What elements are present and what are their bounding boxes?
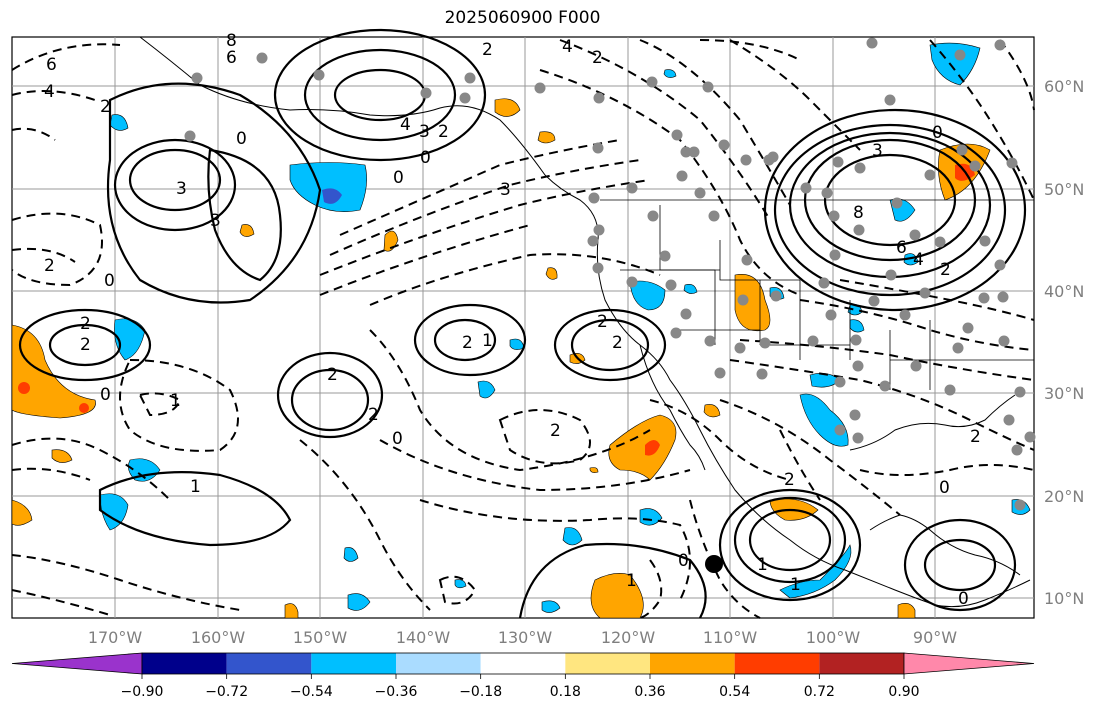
contour-label: 0 (392, 429, 403, 449)
contour-label: 0 (958, 589, 969, 609)
latitude-labels: 60°N 50°N 40°N 30°N 20°N 10°N (1044, 77, 1084, 608)
colorbar-tick-label: −0.36 (375, 684, 418, 700)
contour-label: 0 (932, 123, 943, 143)
contour-label: 4 (44, 82, 55, 102)
colorbar-tick-label: 0.54 (719, 684, 750, 700)
contour-label: 3 (419, 122, 430, 142)
contour-label: 2 (80, 314, 91, 334)
colorbar-extension-high (903, 652, 1035, 675)
contour-label: 2 (80, 335, 91, 355)
lat-label: 20°N (1044, 487, 1084, 506)
colorbar-tick-label: 0.36 (634, 684, 665, 700)
lat-label: 40°N (1044, 282, 1084, 301)
contour-label: 4 (400, 115, 411, 135)
colorbar: −0.90 −0.72 −0.54 −0.36 −0.18 0.18 0.36 0.54 0.7… (11, 652, 1035, 700)
contour-label: 4 (913, 250, 924, 270)
contours-negative (11, 39, 1035, 619)
lon-label: 90°W (913, 628, 957, 647)
colorbar-extension-low (11, 652, 143, 675)
station-markers (184, 37, 1036, 511)
lon-label: 150°W (293, 628, 348, 647)
contour-label: 0 (393, 168, 404, 188)
contours-positive (18, 28, 1027, 619)
lat-label: 10°N (1044, 589, 1084, 608)
contour-label: 2 (482, 40, 493, 60)
contour-label: 2 (100, 97, 111, 117)
colorbar-swatch (650, 653, 735, 674)
contour-label: 0 (236, 129, 247, 149)
colorbar-tick-label: −0.72 (205, 684, 248, 700)
contour-label: 1 (790, 575, 801, 595)
contour-label: 2 (612, 333, 623, 353)
colorbar-swatch (396, 653, 481, 674)
contour-label: 2 (597, 312, 608, 332)
map-frame (11, 36, 1035, 619)
contour-label: 2 (940, 260, 951, 280)
colorbar-swatch (311, 653, 396, 674)
political-borders (600, 199, 1034, 390)
contour-label: 0 (100, 385, 111, 405)
contour-label: 2 (327, 365, 338, 385)
lon-label: 130°W (498, 628, 553, 647)
colorbar-tick-label: 0.90 (888, 684, 919, 700)
lat-label: 50°N (1044, 180, 1084, 199)
contour-label: 0 (678, 551, 689, 571)
contour-label: 2 (970, 427, 981, 447)
colorbar-tick-label: 0.18 (550, 684, 581, 700)
contour-label: 1 (190, 477, 201, 497)
colorbar-tick-label: 0.72 (804, 684, 835, 700)
contour-label: 1 (482, 331, 493, 351)
lat-label: 30°N (1044, 384, 1084, 403)
contour-label: 2 (592, 48, 603, 68)
colorbar-tick-label: −0.18 (459, 684, 502, 700)
contour-label: 0 (420, 148, 431, 168)
contour-label: 6 (46, 55, 57, 75)
graticule (12, 37, 1034, 618)
contour-label: 1 (170, 391, 181, 411)
lon-label: 170°W (88, 628, 143, 647)
colorbar-swatch (226, 653, 312, 674)
contour-label: 2 (550, 421, 561, 441)
contour-label: 6 (226, 48, 237, 68)
colorbar-swatch (480, 653, 566, 674)
colorbar-swatch (819, 653, 904, 674)
contour-labels: 6 4 8 6 2 4 2 3 2 0 4 3 2 0 3 3 0 8 6 4 … (44, 31, 981, 609)
contour-label: 8 (853, 203, 864, 223)
contour-label: 2 (438, 122, 449, 142)
reference-marker (705, 555, 723, 573)
colorbar-swatch (565, 653, 650, 674)
lon-label: 160°W (191, 628, 246, 647)
contour-label: 6 (896, 238, 907, 258)
colorbar-swatch (734, 653, 820, 674)
lon-label: 120°W (601, 628, 656, 647)
contour-label: 3 (210, 211, 221, 231)
contour-label: 2 (368, 405, 379, 425)
coastlines (139, 36, 1031, 608)
contour-label: 1 (757, 555, 768, 575)
lon-label: 140°W (396, 628, 451, 647)
shading-strong-negative (322, 188, 342, 204)
longitude-labels: 170°W 160°W 150°W 140°W 130°W 120°W 110°… (88, 628, 957, 647)
contour-label: 4 (562, 37, 573, 57)
lon-label: 100°W (806, 628, 861, 647)
shading-negative (99, 42, 1031, 613)
contour-label: 8 (226, 31, 237, 51)
contour-label: 2 (784, 470, 795, 490)
contour-label: 0 (939, 478, 950, 498)
lon-label: 110°W (703, 628, 758, 647)
contour-label: 1 (626, 571, 637, 591)
contour-label: 2 (44, 256, 55, 276)
contour-label: 0 (104, 271, 115, 291)
contour-label: 2 (462, 333, 473, 353)
colorbar-swatch (142, 653, 227, 674)
contour-label: 3 (872, 141, 883, 161)
lat-label: 60°N (1044, 77, 1084, 96)
contour-label: 3 (500, 180, 511, 200)
colorbar-tick-label: −0.54 (290, 684, 333, 700)
colorbar-tick-label: −0.90 (121, 684, 164, 700)
contour-label: 3 (176, 179, 187, 199)
map-title: 2025060900 F000 (444, 8, 601, 28)
